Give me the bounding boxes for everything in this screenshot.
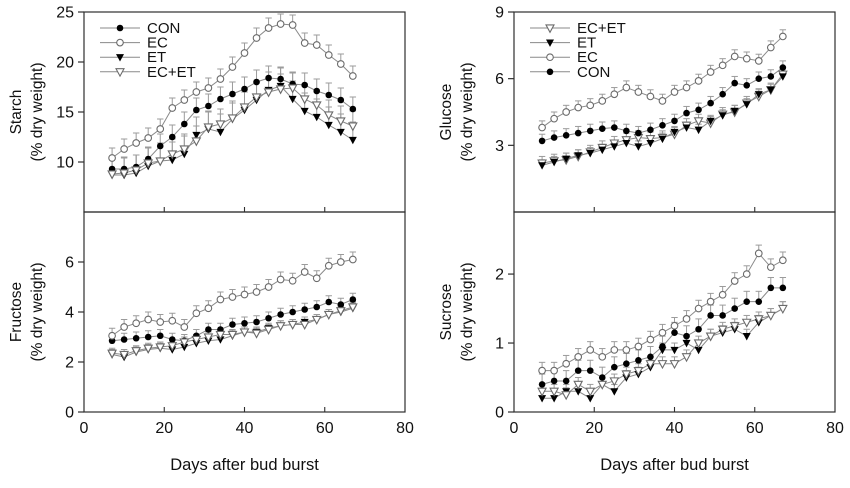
legend-item-et: ET — [100, 49, 166, 66]
series-markers-ec-fructose — [108, 255, 357, 340]
y-axis-title-units-fructose: (% dry weight) — [29, 262, 46, 361]
legend-item-et: ET — [530, 35, 596, 52]
x-tick-label: 80 — [826, 420, 844, 437]
y-tick-label: 9 — [495, 5, 504, 22]
series-markers-ec-et-starch — [107, 84, 358, 180]
series-markers-ec-starch — [108, 20, 357, 162]
series-markers-ec-glucose — [538, 32, 787, 132]
y-tick-label: 15 — [56, 105, 74, 122]
legend-label-ec: EC — [577, 49, 598, 66]
legend-item-con: CON — [100, 20, 180, 37]
legend-item-ec-et: EC+ET — [100, 64, 196, 81]
y-tick-label: 6 — [495, 71, 504, 88]
x-tick-label: 80 — [396, 420, 414, 437]
y-tick-label: 1 — [495, 336, 504, 353]
y-tick-label: 6 — [65, 255, 74, 272]
x-tick-label: 0 — [510, 420, 519, 437]
x-tick-label: 60 — [746, 420, 764, 437]
series-markers-ec-et-fructose — [107, 303, 358, 360]
y-axis-title-sucrose: Sucrose — [438, 284, 455, 341]
y-tick-label: 0 — [495, 405, 504, 422]
legend-item-con: CON — [530, 64, 610, 81]
y-axis-title-fructose: Fructose — [8, 282, 25, 342]
y-axis-title-starch: Starch — [8, 90, 25, 135]
y-axis-title-units-starch: (% dry weight) — [29, 62, 46, 161]
legend-label-et: ET — [147, 49, 166, 66]
y-tick-label: 0 — [65, 405, 74, 422]
y-axis-title-units-sucrose: (% dry weight) — [459, 262, 476, 361]
error-bars-ec-starch — [108, 13, 357, 158]
y-axis-title-units-glucose: (% dry weight) — [459, 62, 476, 161]
y-tick-label: 20 — [56, 55, 74, 72]
y-tick-label: 2 — [65, 355, 74, 372]
series-markers-ec-et-sucrose — [537, 304, 788, 401]
x-axis-fructose: 0 20 40 60 80 Days after bud burst — [80, 407, 414, 474]
legend-label-ec-et: EC+ET — [147, 64, 196, 81]
legend-label-et: ET — [577, 35, 596, 52]
legend-item-ec: EC — [530, 49, 598, 66]
legend-item-ec: EC — [100, 35, 168, 52]
y-tick-label: 25 — [56, 5, 74, 22]
x-tick-label: 0 — [80, 420, 89, 437]
series-markers-con-fructose — [108, 296, 357, 345]
x-tick-label: 60 — [316, 420, 334, 437]
y-tick-label: 4 — [65, 305, 74, 322]
x-axis-starch — [163, 207, 326, 212]
y-axis-title-glucose: Glucose — [438, 84, 455, 141]
x-tick-label: 40 — [236, 420, 254, 437]
legend-label-con: CON — [577, 64, 610, 81]
y-axis-glucose: 3 6 9 — [495, 5, 514, 155]
y-tick-label: 3 — [495, 138, 504, 155]
series-markers-et-glucose — [538, 73, 787, 170]
y-tick-label: 2 — [495, 267, 504, 284]
x-axis-title-fructose: Days after bud burst — [170, 456, 319, 474]
x-axis-sucrose: 0 20 40 60 80 Days after bud burst — [510, 407, 844, 474]
y-axis-sucrose: 0 1 2 — [495, 267, 514, 422]
y-tick-label: 10 — [56, 155, 74, 172]
legend-label-con: CON — [147, 20, 180, 37]
x-tick-label: 20 — [585, 420, 603, 437]
legend-label-ec-et: EC+ET — [577, 20, 626, 37]
x-tick-label: 40 — [666, 420, 684, 437]
x-axis-glucose — [593, 207, 756, 212]
legend-label-ec: EC — [147, 35, 168, 52]
x-tick-label: 20 — [155, 420, 173, 437]
x-axis-title-sucrose: Days after bud burst — [600, 456, 749, 474]
y-axis-starch: 10 15 20 25 — [56, 5, 84, 172]
series-markers-con-glucose — [538, 64, 787, 145]
legend-item-ec-et: EC+ET — [530, 20, 626, 37]
series-markers-con-sucrose — [538, 284, 787, 388]
series-markers-ec-sucrose — [538, 249, 787, 375]
y-axis-fructose: 0 2 4 6 — [65, 255, 84, 422]
